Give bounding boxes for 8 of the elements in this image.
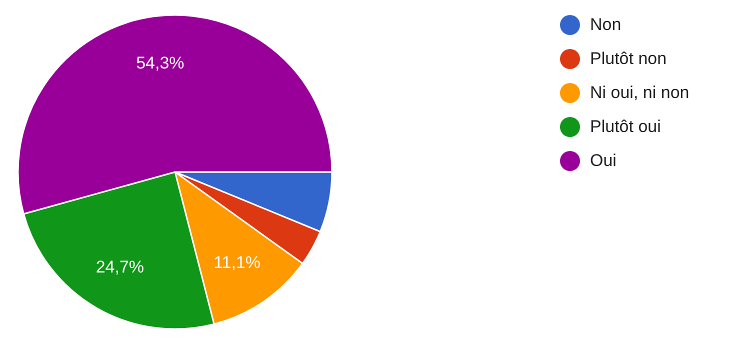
legend-label: Plutôt non bbox=[590, 49, 667, 69]
data-label: 24,7% bbox=[96, 258, 144, 277]
legend-label: Oui bbox=[590, 151, 616, 171]
data-label: 54,3% bbox=[136, 54, 184, 73]
legend-label: Non bbox=[590, 15, 622, 35]
legend-label: Ni oui, ni non bbox=[590, 83, 690, 103]
legend-label: Plutôt oui bbox=[590, 117, 661, 137]
data-label: 11,1% bbox=[214, 253, 261, 272]
